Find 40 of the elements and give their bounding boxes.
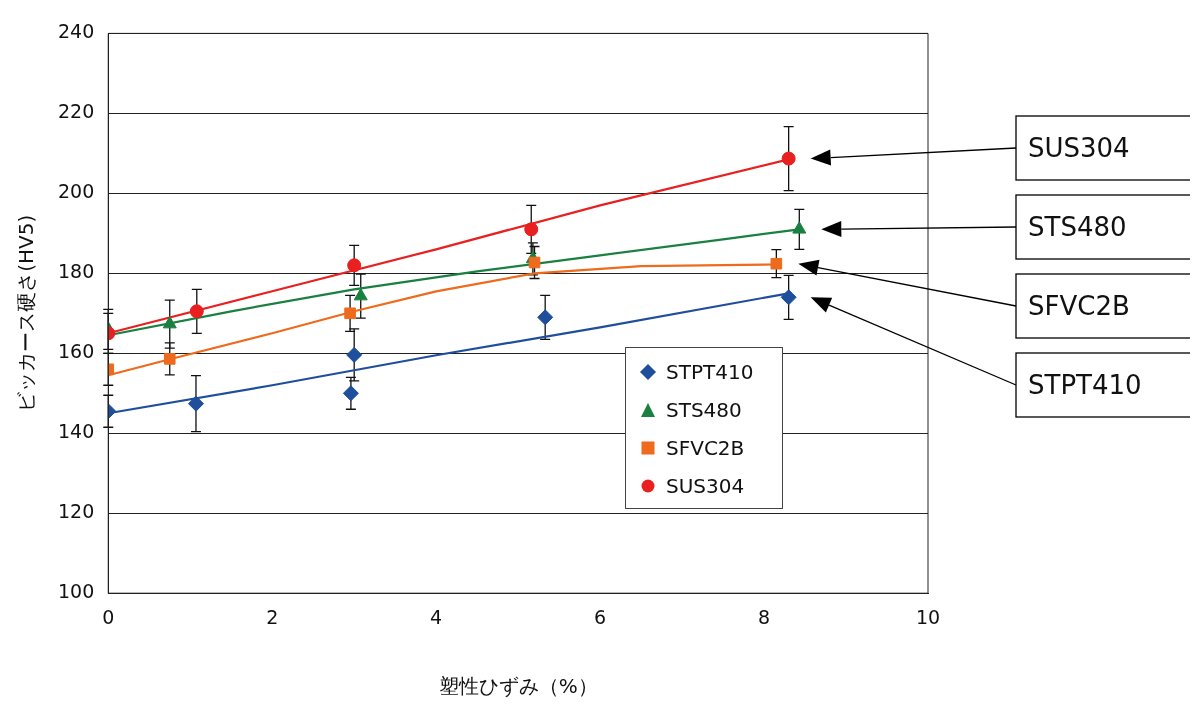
y-tick-label: 160	[58, 340, 95, 363]
y-tick-label: 120	[58, 500, 95, 523]
point	[162, 316, 177, 329]
point	[528, 256, 541, 269]
x-axis-title: 塑性ひずみ（%）	[438, 674, 598, 699]
legend-label: STS480	[666, 398, 742, 423]
point	[344, 307, 356, 320]
x-tick-label: 10	[915, 605, 941, 628]
y-tick-label: 200	[58, 180, 95, 203]
point	[347, 258, 362, 273]
point	[792, 221, 807, 234]
legend-label: SFVC2B	[666, 436, 745, 461]
text: SUS304	[1028, 133, 1130, 163]
point	[189, 304, 204, 319]
x-tick-label: 8	[758, 605, 771, 628]
point	[537, 309, 554, 326]
legend-label: STPT410	[666, 360, 754, 385]
y-tick-label: 180	[58, 260, 95, 283]
y-axis-title: ビッカース硬さ(HV5)	[14, 214, 39, 412]
legend-label: SUS304	[666, 474, 745, 499]
point	[163, 353, 176, 365]
point	[353, 288, 368, 301]
text: STPT410	[1028, 370, 1142, 400]
y-tick-label: 240	[58, 20, 95, 43]
point	[781, 151, 796, 166]
text: STS480	[1028, 212, 1127, 242]
y-tick-label: 100	[58, 580, 95, 603]
x-tick-label: 0	[102, 605, 115, 628]
y-tick-label: 140	[58, 420, 95, 443]
point	[770, 257, 783, 270]
y-tick-label: 220	[58, 100, 95, 123]
point	[346, 346, 363, 363]
x-tick-label: 6	[594, 605, 607, 628]
point	[524, 222, 539, 237]
point	[342, 385, 359, 402]
x-tick-label: 4	[430, 605, 443, 628]
point	[780, 289, 797, 306]
x-tick-label: 2	[266, 605, 279, 628]
point	[187, 395, 204, 412]
text: SFVC2B	[1028, 291, 1130, 321]
